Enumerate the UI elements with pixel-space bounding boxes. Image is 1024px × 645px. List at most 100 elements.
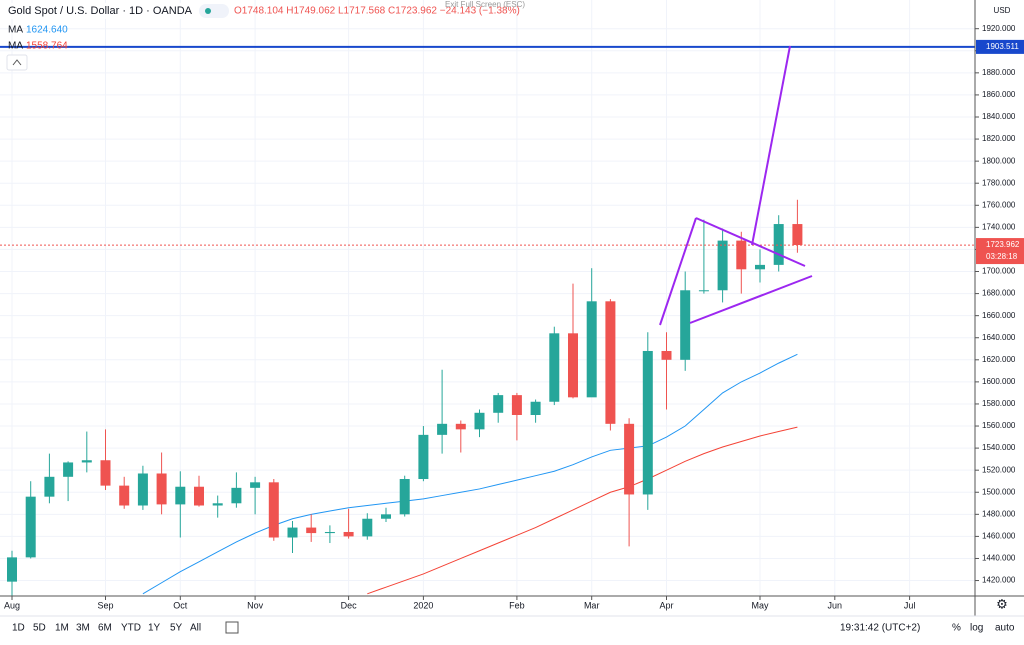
candle-body xyxy=(156,473,167,505)
collapse-button[interactable] xyxy=(6,54,28,71)
candle-body xyxy=(287,527,298,538)
x-tick-label: Nov xyxy=(247,600,264,610)
status-pill[interactable] xyxy=(199,4,229,18)
ma-value: 1624.640 xyxy=(26,25,68,36)
candle-body xyxy=(661,350,672,360)
candle-body xyxy=(250,482,261,488)
y-tick-label: 1840.000 xyxy=(982,112,1016,121)
clock: 19:31:42 (UTC+2) xyxy=(840,623,920,634)
y-tick-label: 1560.000 xyxy=(982,421,1016,430)
candle-body xyxy=(418,434,429,480)
candle-body xyxy=(549,333,560,402)
drawings xyxy=(659,45,813,326)
candle-body xyxy=(306,527,317,534)
range-button[interactable]: 5Y xyxy=(170,623,183,634)
candle-body xyxy=(137,473,148,506)
scale-option[interactable]: auto xyxy=(995,623,1015,634)
candle-body xyxy=(736,240,747,270)
candle-body xyxy=(511,395,522,415)
price-label: 1723.962 xyxy=(986,240,1020,249)
ma-value: 1558.764 xyxy=(26,41,68,52)
y-tick-label: 1420.000 xyxy=(982,576,1016,585)
candle-body xyxy=(455,423,466,430)
x-tick-label: Dec xyxy=(341,600,358,610)
candle-body xyxy=(175,486,186,505)
candle-body xyxy=(268,482,279,538)
candle-body xyxy=(119,485,130,506)
scale-option[interactable]: log xyxy=(970,623,983,634)
y-tick-label: 1860.000 xyxy=(982,90,1016,99)
range-button[interactable]: YTD xyxy=(121,623,141,634)
candle-body xyxy=(530,401,541,415)
collapse-icon xyxy=(12,59,22,66)
range-button[interactable]: 1M xyxy=(55,623,69,634)
y-tick-label: 1460.000 xyxy=(982,532,1016,541)
candle-body xyxy=(25,496,36,558)
x-tick-label: Feb xyxy=(509,600,525,610)
candle-body xyxy=(81,460,92,463)
exit-fullscreen[interactable]: Exit Full Screen (ESC) xyxy=(445,0,525,9)
y-tick-label: 1800.000 xyxy=(982,156,1016,165)
range-button[interactable]: All xyxy=(190,623,201,634)
candle-body xyxy=(680,290,691,360)
compare-icon[interactable] xyxy=(225,621,239,634)
candle-body xyxy=(437,423,448,435)
candle-body xyxy=(605,301,616,424)
candle-body xyxy=(493,395,504,413)
x-tick-label: Jul xyxy=(904,600,916,610)
x-tick-label: May xyxy=(751,600,769,610)
y-tick-label: 1780.000 xyxy=(982,178,1016,187)
y-tick-label: 1480.000 xyxy=(982,509,1016,518)
candle-body xyxy=(717,240,728,291)
range-button[interactable]: 1Y xyxy=(148,623,161,634)
candle-body xyxy=(624,423,635,495)
scale-option[interactable]: % xyxy=(952,623,961,634)
y-tick-label: 1520.000 xyxy=(982,465,1016,474)
price-label-bg xyxy=(976,39,1024,54)
settings-icon[interactable]: ⚙ xyxy=(996,596,1008,611)
y-tick-label: 1880.000 xyxy=(982,68,1016,77)
ma-line xyxy=(367,426,798,595)
candle-body xyxy=(63,462,74,477)
ohlc: O1748.104 H1749.062 L1717.568 C1723.962 … xyxy=(234,6,520,17)
price-label-bg xyxy=(976,238,1024,265)
candle-body xyxy=(755,264,765,270)
ma-line xyxy=(142,353,798,595)
candle-body xyxy=(474,412,485,430)
x-tick-label: Mar xyxy=(584,600,600,610)
range-button[interactable]: 1D xyxy=(12,623,25,634)
y-tick-label: 1740.000 xyxy=(982,222,1016,231)
header-bg xyxy=(4,3,200,19)
y-tick-label: 1500.000 xyxy=(982,487,1016,496)
countdown: 03:28:18 xyxy=(986,252,1018,261)
x-tick-label: Jun xyxy=(828,600,843,610)
candle-body xyxy=(586,301,597,398)
candle-body xyxy=(100,460,111,486)
candle-body xyxy=(698,290,709,292)
candle-body xyxy=(773,224,784,265)
y-tick-label: 1600.000 xyxy=(982,377,1016,386)
x-tick-label: Aug xyxy=(4,600,20,610)
y-tick-label: 1820.000 xyxy=(982,134,1016,143)
candle-body xyxy=(343,531,354,537)
y-tick-label: 1680.000 xyxy=(982,289,1016,298)
candle-body xyxy=(44,476,55,497)
candle-body xyxy=(231,487,242,504)
candle-body xyxy=(399,479,410,515)
y-tick-label: 1580.000 xyxy=(982,399,1016,408)
candle-body xyxy=(362,518,373,537)
y-tick-label: 1700.000 xyxy=(982,267,1016,276)
range-button[interactable]: 6M xyxy=(98,623,112,634)
y-tick-label: 1440.000 xyxy=(982,554,1016,563)
candle-body xyxy=(194,486,204,506)
y-tick-label: 1660.000 xyxy=(982,311,1016,320)
range-button[interactable]: 5D xyxy=(33,623,46,634)
y-tick-label: 1760.000 xyxy=(982,200,1016,209)
candle-body xyxy=(381,514,391,519)
candle-body xyxy=(7,557,17,582)
candle-body xyxy=(568,333,578,398)
range-button[interactable]: 3M xyxy=(76,623,90,634)
x-tick-label: Apr xyxy=(659,600,673,610)
